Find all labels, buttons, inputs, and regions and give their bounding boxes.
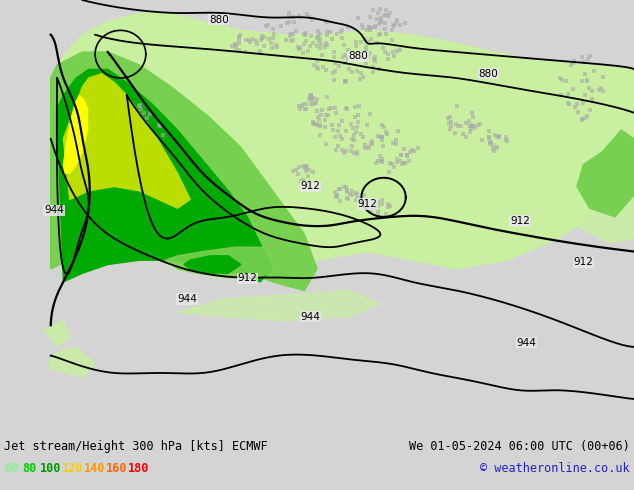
Text: Jet stream/Height 300 hPa [kts] ECMWF: Jet stream/Height 300 hPa [kts] ECMWF [4, 440, 268, 453]
Text: 880: 880 [478, 69, 498, 79]
Text: 912: 912 [510, 216, 530, 226]
Text: 944: 944 [301, 312, 321, 321]
Polygon shape [178, 291, 380, 321]
Text: 120: 120 [62, 462, 84, 475]
Text: 944: 944 [44, 205, 64, 215]
Polygon shape [57, 70, 273, 282]
Text: 80: 80 [22, 462, 36, 475]
Text: 180: 180 [128, 462, 150, 475]
Text: 60: 60 [4, 462, 18, 475]
Text: 880: 880 [209, 15, 229, 24]
Text: 912: 912 [358, 199, 378, 209]
Text: We 01-05-2024 06:00 UTC (00+06): We 01-05-2024 06:00 UTC (00+06) [409, 440, 630, 453]
Text: 912: 912 [237, 273, 257, 283]
Polygon shape [577, 130, 634, 217]
Polygon shape [165, 247, 304, 277]
Text: 880: 880 [348, 51, 368, 61]
Polygon shape [51, 347, 95, 377]
Text: 912: 912 [301, 181, 321, 192]
Text: 944: 944 [177, 294, 197, 304]
Polygon shape [51, 13, 634, 277]
Text: 944: 944 [516, 338, 536, 347]
Text: 140: 140 [84, 462, 105, 475]
Polygon shape [44, 321, 70, 347]
Polygon shape [184, 256, 241, 273]
Polygon shape [63, 96, 87, 173]
Text: © weatheronline.co.uk: © weatheronline.co.uk [481, 462, 630, 475]
Polygon shape [558, 122, 634, 243]
Polygon shape [51, 52, 317, 291]
Text: 100: 100 [40, 462, 61, 475]
Text: 912: 912 [573, 257, 593, 268]
Polygon shape [63, 74, 190, 208]
Text: 160: 160 [106, 462, 127, 475]
